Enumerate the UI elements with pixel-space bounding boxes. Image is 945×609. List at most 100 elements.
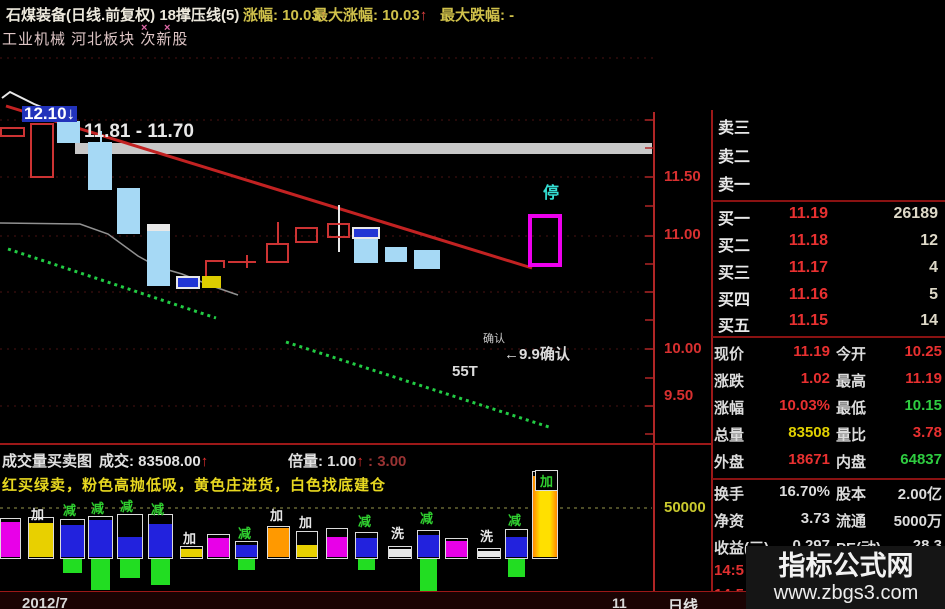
info-value: 83508	[788, 424, 830, 441]
volume-bar	[356, 538, 377, 557]
info-label: 换手	[714, 486, 745, 503]
close-icon[interactable]: ×	[141, 22, 148, 34]
volume-bar-sell	[238, 559, 255, 570]
stock-title: 石煤装备(日线.前复权) 18撑压线(5)	[6, 7, 240, 24]
info-label: 涨幅	[714, 400, 745, 417]
volume-bar	[1, 522, 20, 557]
volume-bar	[208, 538, 229, 557]
volume-axis-label: 50000	[664, 499, 706, 516]
volume-pane[interactable]: 加减减减减加减加加减洗减洗减加	[0, 460, 652, 592]
volume-bar	[118, 537, 142, 557]
candle	[295, 227, 318, 243]
orderbook-row-label: 买四	[718, 292, 751, 309]
volume-label: 成交:	[99, 453, 134, 470]
candle	[176, 276, 200, 289]
candle	[147, 224, 170, 231]
volume-bar-sell	[91, 559, 110, 590]
price-axis-label: 9.50	[664, 387, 694, 404]
orderbook-price: 11.15	[788, 312, 828, 329]
volume-bar-outline	[88, 516, 113, 559]
orderbook-price: 11.19	[788, 205, 828, 222]
up-arrow-icon: ↑	[319, 7, 328, 24]
period-tab-daily[interactable]: 日线	[668, 598, 699, 609]
volume-bar-outline	[60, 519, 85, 559]
orderbook-price: 11.18	[788, 232, 828, 249]
volume-bar-tag: 加	[270, 508, 284, 523]
info-value: 18671	[788, 451, 830, 468]
candle	[57, 121, 80, 143]
volume-bar	[327, 537, 347, 557]
volume-bar-sell	[508, 559, 525, 577]
tick-time: 14:5	[714, 562, 745, 579]
volume-bar-outline	[417, 530, 440, 559]
ratio-extra-value: : 3.00	[368, 453, 407, 470]
max-drop-stat: 最大跌幅: -	[440, 4, 514, 25]
chart-annotation: 确认	[483, 333, 505, 345]
orderbook-row-label: 买五	[718, 318, 751, 335]
info-label: 今开	[836, 346, 867, 363]
orderbook-amount: 12	[920, 232, 938, 249]
volume-bar-tag: 减	[420, 511, 434, 526]
volume-bar-outline	[0, 518, 21, 559]
max-drop-value: -	[509, 7, 515, 24]
info-label: 外盘	[714, 454, 745, 471]
info-value: 3.78	[912, 424, 942, 441]
orderbook-row-label: 买二	[718, 238, 751, 255]
orderbook-amount: 14	[920, 312, 938, 329]
candle	[414, 250, 440, 269]
orderbook-row-label: 买一	[718, 211, 751, 228]
info-label: 量比	[836, 427, 867, 444]
chart-annotation: 停	[543, 185, 560, 202]
volume-bar	[61, 525, 84, 557]
volume-bar	[89, 520, 112, 557]
volume-bar	[418, 535, 439, 557]
chart-annotation: 11.81 - 11.70	[84, 121, 194, 142]
volume-bar-tag: 减	[238, 526, 252, 541]
sector-tags[interactable]: 工业机械 河北板块 次新股	[2, 31, 189, 48]
max-gain-stat: 最大涨幅: 10.03↑	[313, 4, 427, 25]
axis-mid-label: 11	[612, 595, 627, 609]
volume-bar-outline	[180, 546, 203, 559]
main-chart-area[interactable]	[0, 0, 712, 444]
candle	[354, 239, 378, 263]
volume-bar	[29, 523, 53, 557]
candle	[147, 231, 170, 286]
orderbook-row-label: 卖三	[718, 120, 751, 137]
watermark-url[interactable]: www.zbgs3.com	[773, 582, 919, 604]
price-axis-label: 11.00	[664, 226, 701, 243]
price-axis-label: 10.00	[664, 340, 702, 357]
change-pct-value: 10.03	[282, 7, 320, 24]
up-arrow-icon: ↑	[356, 453, 364, 470]
volume-bar-tag: 减	[120, 499, 134, 514]
volume-bar	[297, 545, 317, 557]
candle-wick	[277, 222, 279, 243]
time-axis-strip	[0, 592, 945, 609]
candle	[266, 243, 289, 263]
volume-bar-tag: 减	[508, 513, 522, 528]
info-label: 股本	[836, 486, 867, 503]
candle	[117, 188, 140, 234]
volume-bar-tag: 加	[183, 531, 197, 546]
ratio-label: 倍量:	[288, 453, 323, 470]
volume-bar-outline	[326, 528, 348, 559]
chart-annotation: 12.10↓	[22, 104, 78, 123]
info-label: 最低	[836, 400, 867, 417]
volume-bar-sell	[420, 559, 437, 591]
close-icon[interactable]: ×	[164, 22, 171, 34]
info-value: 10.25	[904, 343, 942, 360]
info-value: 11.19	[905, 370, 942, 387]
volume-bar	[181, 549, 202, 557]
volume-bar	[389, 549, 411, 557]
volume-bar-tag: 减	[358, 514, 372, 529]
volume-bar-outline	[28, 517, 54, 559]
resistance-band	[75, 143, 652, 154]
volume-bar-tag: 减	[63, 503, 77, 518]
volume-pane-title: 成交量买卖图	[2, 453, 93, 470]
orderbook-amount: 4	[929, 259, 938, 276]
info-label: 内盘	[836, 454, 867, 471]
volume-bar-sell	[120, 559, 140, 578]
info-value: 11.19	[793, 343, 830, 360]
volume-bar-outline	[355, 532, 378, 559]
info-value: 16.70%	[779, 483, 830, 500]
